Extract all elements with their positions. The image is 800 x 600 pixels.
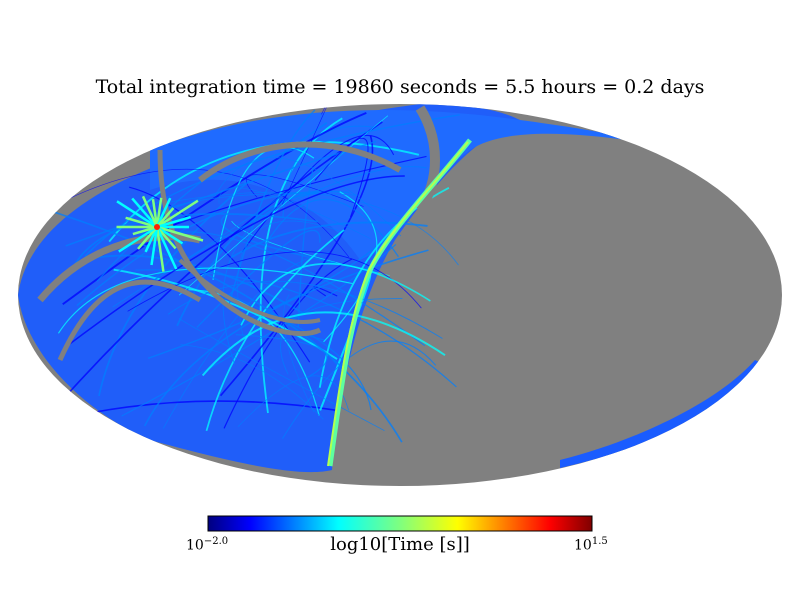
coverage-edge-strip	[560, 360, 765, 468]
hotspot-ray	[125, 216, 158, 229]
scan-streak	[57, 267, 353, 334]
hotspot-ray	[131, 197, 158, 228]
hotspot-ray	[137, 226, 158, 250]
scan-streak	[280, 298, 403, 375]
hotspot-ray	[156, 225, 184, 245]
scan-streak	[218, 187, 372, 240]
bright-ridge-inner	[327, 141, 469, 467]
scan-streak	[235, 334, 328, 379]
scan-streak	[214, 157, 402, 237]
hotspot-ray	[116, 200, 158, 229]
colorbar-label: log10[Time [s]]	[330, 534, 470, 555]
scan-streak	[65, 140, 377, 247]
scan-streak	[178, 115, 389, 296]
hotspot-ray	[155, 226, 165, 272]
scan-streak	[314, 137, 369, 218]
scan-streak	[297, 165, 315, 328]
hotspot-ray	[156, 226, 177, 250]
hotspot-ray	[156, 225, 204, 242]
scan-streak	[135, 269, 457, 388]
hotspot-ray	[156, 215, 192, 229]
scan-streak	[323, 191, 378, 343]
hotspot-ray	[155, 226, 178, 270]
hotspot-ray	[155, 197, 163, 228]
hotspot-center	[154, 224, 160, 230]
scan-streak	[180, 344, 324, 420]
scan-streak	[153, 166, 427, 281]
scan-streak	[201, 311, 446, 377]
hotspot-ray	[150, 226, 159, 266]
chart-title: Total integration time = 19860 seconds =…	[95, 76, 705, 98]
scan-streak	[227, 109, 316, 308]
scan-streak	[283, 294, 315, 413]
scan-streak	[129, 186, 311, 363]
scan-streak	[282, 340, 437, 439]
hotspot-ray	[155, 197, 172, 228]
colorbar	[207, 515, 593, 532]
hotspot-ray	[156, 199, 199, 229]
scan-streak	[67, 175, 405, 347]
hotspot-ray	[141, 195, 159, 228]
colorbar-tick-max: 101.5	[574, 536, 608, 554]
scan-streak	[263, 198, 399, 258]
hotspot-ray	[151, 199, 159, 228]
hotspot-starburst	[116, 195, 204, 272]
scan-streak	[222, 192, 303, 365]
colorbar-tick-min: 10−2.0	[186, 536, 229, 554]
scan-streak	[84, 114, 460, 258]
scan-streak	[220, 214, 336, 264]
scan-streak	[59, 168, 350, 258]
scan-streak	[237, 220, 343, 347]
scan-gaps	[37, 105, 440, 362]
hotspot-ray	[144, 226, 159, 253]
scan-streak	[35, 121, 383, 431]
scan-streak	[31, 204, 403, 443]
hotspot-ray	[118, 225, 158, 253]
